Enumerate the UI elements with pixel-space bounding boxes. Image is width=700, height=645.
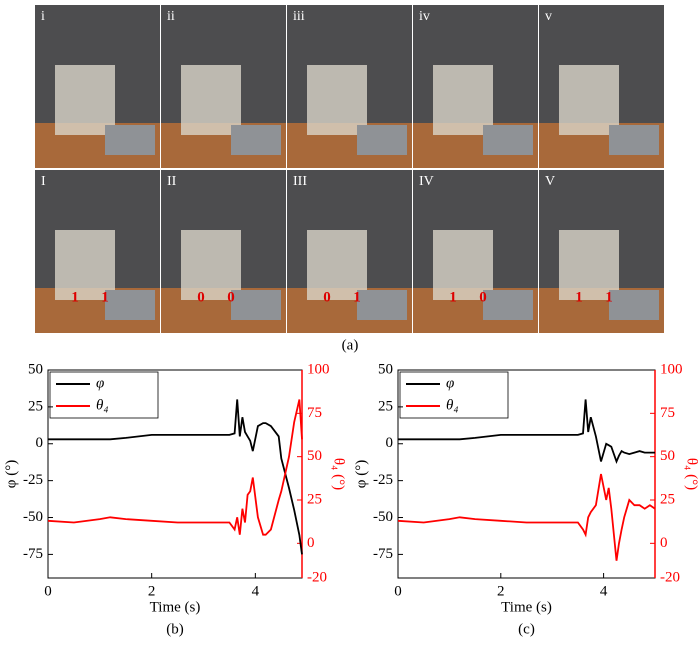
joint-marker: 1 [575,289,583,305]
photo-plate [357,125,407,155]
photo-label: v [545,9,552,24]
x-tick-label: 2 [497,583,505,599]
y2-tick-label: 0 [660,535,668,551]
y2-tick-label: 25 [660,491,675,507]
y-tick-label: -75 [373,546,393,562]
y2-axis-label: θ₄ (°) [331,458,347,490]
y-axis-label: φ (°) [3,460,19,488]
y-tick-label: 0 [36,435,44,451]
y2-tick-label: 0 [307,535,315,551]
joint-marker: 0 [479,289,487,305]
joint-marker: 1 [605,289,613,305]
joint-marker: 1 [353,289,361,305]
series-line [397,473,656,561]
photo-robot [181,230,241,300]
legend-label: φ [446,375,454,391]
joint-marker: 1 [449,289,457,305]
photo-plate [105,290,155,320]
legend-label: θ₄ [446,397,459,413]
y-tick-label: 50 [28,361,43,377]
photo-label: V [545,174,555,189]
x-tick-label: 4 [600,583,608,599]
x-axis-label: Time (s) [501,599,552,615]
plot-frame [47,369,303,579]
joint-marker: 1 [71,289,79,305]
legend-label: θ₄ [96,397,109,413]
x-tick-label: 0 [44,583,52,599]
y-tick-label: 50 [378,361,393,377]
legend-label: φ [96,375,104,391]
y2-tick-label: -20 [307,569,327,585]
y-tick-label: -25 [373,472,393,488]
photo-plate [483,125,533,155]
legend-box [399,371,509,419]
y2-tick-label: 75 [660,405,675,421]
y-tick-label: 0 [386,435,394,451]
y2-tick-label: 100 [660,361,683,377]
panel-label: (b) [166,621,184,637]
joint-marker: 0 [227,289,235,305]
x-tick-label: 2 [148,583,156,599]
series-line [398,399,655,464]
joint-marker: 1 [101,289,109,305]
y2-tick-label: 100 [307,361,330,377]
y-tick-label: -75 [23,546,43,562]
photo-robot [433,230,493,300]
y2-tick-label: -20 [660,569,680,585]
y2-axis-label: θ₄ (°) [684,458,700,490]
photo-plate [609,290,659,320]
photo-robot [55,65,115,135]
photo-robot [55,230,115,300]
photo-label: i [41,9,45,24]
photo-label: iv [419,9,430,24]
panel-label: (c) [518,621,535,637]
y-tick-label: -50 [373,509,393,525]
x-tick-label: 0 [394,583,402,599]
photo-plate [609,125,659,155]
y2-tick-label: 50 [307,448,322,464]
photo-label: III [293,174,307,189]
series-line [48,399,303,555]
x-axis-label: Time (s) [150,599,201,615]
photo-robot [559,65,619,135]
y-tick-label: -50 [23,509,43,525]
y2-tick-label: 50 [660,448,675,464]
legend-box [49,371,159,419]
x-tick-label: 4 [252,583,260,599]
plot-frame [397,369,656,579]
photo-label: I [41,174,46,189]
caption: (a) [342,337,359,353]
photo-label: ii [167,9,175,24]
photo-plate [231,290,281,320]
y2-tick-label: 25 [307,491,322,507]
series-line [47,399,303,536]
photo-label: IV [419,174,434,189]
y-tick-label: 25 [28,398,43,414]
photo-robot [307,65,367,135]
photo-robot [181,65,241,135]
photo-robot [559,230,619,300]
photo-plate [231,125,281,155]
y-axis-label: φ (°) [353,460,369,488]
y2-tick-label: 75 [307,405,322,421]
photo-plate [357,290,407,320]
photo-plate [483,290,533,320]
photo-robot [307,230,367,300]
photo-label: II [167,174,177,189]
photo-plate [105,125,155,155]
photo-label: iii [293,9,305,24]
y-tick-label: 25 [378,398,393,414]
joint-marker: 0 [197,289,205,305]
joint-marker: 0 [323,289,331,305]
y-tick-label: -25 [23,472,43,488]
photo-robot [433,65,493,135]
